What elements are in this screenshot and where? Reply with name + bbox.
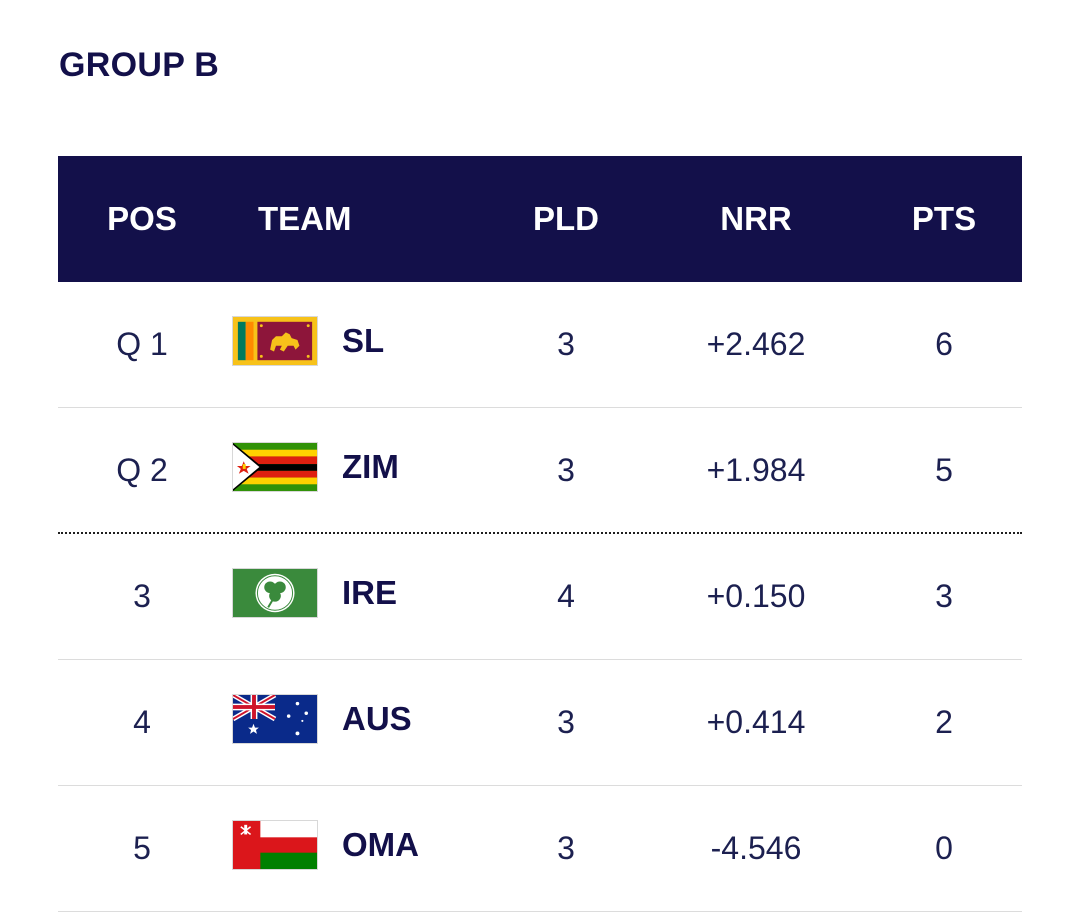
row-nrr: +1.984 [706, 452, 806, 488]
table-row[interactable]: 5 OMA 3 -4.546 0 [58, 786, 1022, 912]
row-pld: 3 [557, 830, 575, 866]
table-row[interactable]: 4 [58, 660, 1022, 786]
row-pts: 2 [935, 704, 953, 740]
table-row[interactable]: Q 2 ZIM 3 +1.984 5 [58, 408, 1022, 534]
standings-table: POS TEAM PLD NRR PTS Q 1 SL 3 +2.462 6 [58, 156, 1022, 912]
header-pts: PTS [911, 200, 977, 237]
row-pos: Q 1 [116, 326, 168, 362]
row-pts: 6 [935, 326, 953, 362]
oman-flag-icon [232, 820, 318, 870]
row-nrr: -4.546 [710, 830, 802, 866]
row-pos: Q 2 [116, 452, 168, 488]
row-nrr: +2.462 [706, 326, 806, 362]
sri-lanka-flag-icon [232, 316, 318, 366]
group-title: GROUP B [59, 46, 220, 84]
row-pld: 3 [557, 452, 575, 488]
table-header: POS TEAM PLD NRR PTS [58, 156, 1022, 282]
team-code[interactable]: OMA [342, 826, 419, 863]
zimbabwe-flag-icon [232, 442, 318, 492]
row-pld: 3 [557, 326, 575, 362]
row-nrr: +0.414 [706, 704, 806, 740]
row-pos: 3 [133, 578, 151, 614]
header-team: TEAM [258, 200, 352, 237]
ireland-flag-icon [232, 568, 318, 618]
header-nrr: NRR [720, 200, 792, 237]
header-pos: POS [107, 200, 177, 237]
table-row[interactable]: 3 IRE 4 +0.150 3 [58, 534, 1022, 660]
row-pts: 3 [935, 578, 953, 614]
row-pts: 5 [935, 452, 953, 488]
team-code[interactable]: ZIM [342, 448, 399, 485]
row-nrr: +0.150 [706, 578, 806, 614]
row-pos: 4 [133, 704, 151, 740]
header-pld: PLD [533, 200, 599, 237]
row-pts: 0 [935, 830, 953, 866]
team-code[interactable]: SL [342, 322, 385, 359]
australia-flag-icon [232, 694, 318, 744]
team-code[interactable]: IRE [342, 574, 398, 611]
table-row[interactable]: Q 1 SL 3 +2.462 6 [58, 282, 1022, 408]
row-pld: 3 [557, 704, 575, 740]
row-pos: 5 [133, 830, 151, 866]
team-code[interactable]: AUS [342, 700, 412, 737]
row-pld: 4 [557, 578, 575, 614]
